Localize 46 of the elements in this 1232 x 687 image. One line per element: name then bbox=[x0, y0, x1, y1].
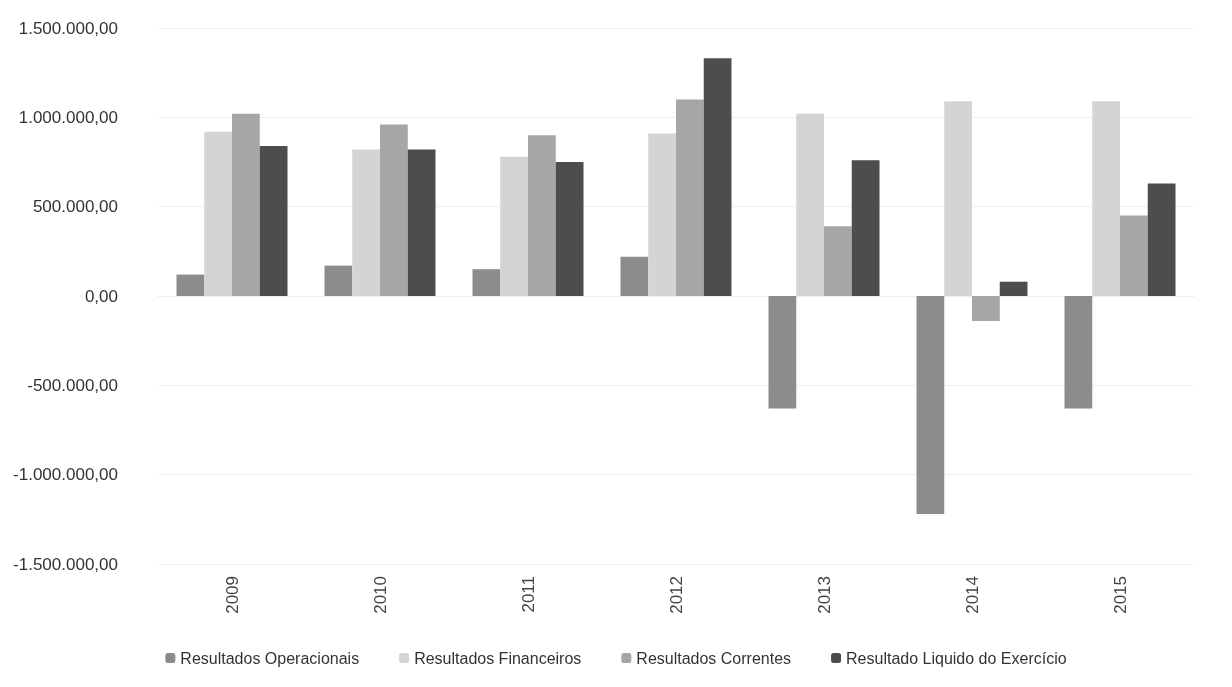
bar bbox=[1120, 215, 1148, 296]
y-tick-label: -1.500.000,00 bbox=[13, 554, 118, 574]
bar bbox=[916, 296, 945, 514]
bar bbox=[703, 58, 732, 296]
bar bbox=[851, 160, 880, 296]
bar bbox=[1147, 183, 1176, 296]
bar bbox=[352, 149, 380, 296]
x-tick-label: 2009 bbox=[222, 576, 242, 614]
bar bbox=[1064, 296, 1093, 409]
y-tick-label: -500.000,00 bbox=[27, 375, 118, 395]
y-tick-label: 1.000.000,00 bbox=[18, 107, 118, 127]
bar bbox=[472, 269, 501, 296]
legend-label: Resultado Liquido do Exercício bbox=[846, 649, 1067, 667]
bar bbox=[676, 99, 704, 296]
bar bbox=[648, 133, 676, 296]
x-tick-label: 2014 bbox=[962, 576, 982, 614]
y-tick-label: 500.000,00 bbox=[32, 197, 118, 217]
legend-label: Resultados Operacionais bbox=[180, 649, 360, 667]
x-tick-label: 2013 bbox=[814, 576, 834, 614]
bar bbox=[824, 226, 852, 296]
bar bbox=[999, 281, 1028, 296]
bar bbox=[232, 113, 260, 296]
bar bbox=[944, 101, 972, 296]
bar bbox=[500, 156, 528, 296]
bar bbox=[972, 296, 1000, 322]
bar bbox=[620, 256, 649, 296]
bar bbox=[555, 162, 584, 296]
bar bbox=[407, 149, 436, 296]
bar bbox=[768, 296, 797, 409]
x-tick-label: 2011 bbox=[518, 576, 538, 613]
bar bbox=[324, 265, 353, 296]
bar bbox=[176, 274, 205, 296]
y-tick-label: 0,00 bbox=[84, 286, 118, 306]
bar bbox=[528, 135, 556, 296]
legend-label: Resultados Financeiros bbox=[414, 649, 582, 667]
bar bbox=[204, 131, 232, 296]
y-tick-label: -1.000.000,00 bbox=[13, 465, 118, 485]
bar bbox=[1092, 101, 1120, 296]
bar bbox=[259, 145, 288, 296]
bar bbox=[796, 113, 824, 296]
y-tick-label: 1.500.000,00 bbox=[18, 18, 118, 38]
x-tick-label: 2015 bbox=[1110, 576, 1130, 614]
x-tick-label: 2012 bbox=[666, 576, 686, 614]
bar bbox=[380, 124, 408, 296]
x-tick-label: 2010 bbox=[370, 576, 390, 614]
legend-label: Resultados Correntes bbox=[636, 649, 792, 667]
